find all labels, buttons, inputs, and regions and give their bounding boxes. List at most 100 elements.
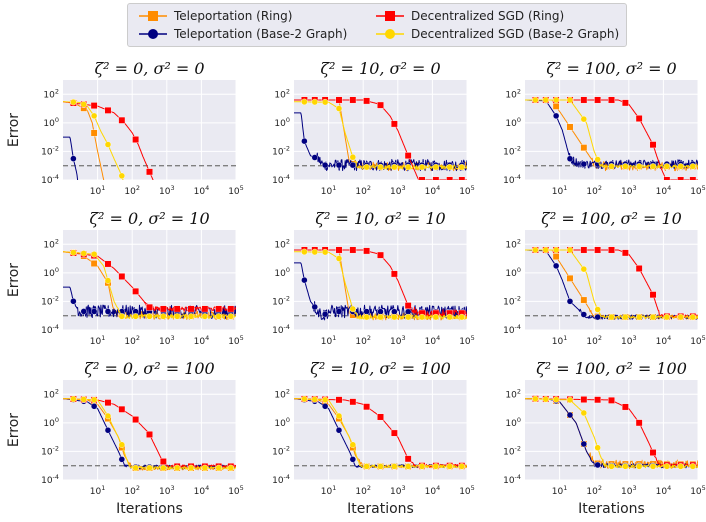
- series-decentralized-sgd-base-2-graph--marker: [90, 396, 98, 404]
- series-decentralized-sgd-base-2-graph--marker: [90, 112, 98, 120]
- x-tick-label: 101: [552, 184, 568, 197]
- series-decentralized-sgd-ring--marker: [377, 251, 384, 259]
- x-tick-label: 102: [124, 184, 140, 197]
- panel-2: 101 102 103 104 105 10-4 10-2 100 102 ζ² = 10, σ²…: [272, 59, 475, 197]
- series-decentralized-sgd-base-2-graph--marker: [160, 464, 167, 472]
- x-tick-label: 103: [390, 334, 406, 347]
- series-decentralized-sgd-base-2-graph--marker: [201, 464, 209, 472]
- series-decentralized-sgd-base-2-graph--marker: [663, 163, 671, 170]
- series-decentralized-sgd-ring--marker: [689, 176, 697, 180]
- series-decentralized-sgd-ring--marker: [446, 176, 454, 180]
- series-decentralized-sgd-base-2-graph--marker: [335, 255, 343, 262]
- series-teleportation-base-2-graph--marker: [301, 276, 308, 284]
- x-tick-label: 103: [621, 334, 637, 347]
- x-tick-label: 105: [690, 334, 706, 347]
- series-decentralized-sgd-ring--marker: [132, 136, 140, 143]
- series-decentralized-sgd-base-2-graph--marker: [689, 463, 697, 470]
- series-decentralized-sgd-ring--marker: [418, 176, 426, 180]
- series-decentralized-sgd-base-2-graph--marker: [458, 313, 466, 321]
- series-teleportation-base-2-graph--marker: [552, 262, 560, 270]
- panel-title: ζ² = 100, σ² = 100: [536, 359, 687, 378]
- x-tick-label: 104: [425, 184, 441, 197]
- x-tick-label: 101: [90, 184, 106, 197]
- series-decentralized-sgd-base-2-graph--marker: [418, 163, 426, 171]
- y-tick-label: 102: [505, 237, 521, 250]
- series-decentralized-sgd-base-2-graph--marker: [580, 265, 588, 273]
- series-decentralized-sgd-ring--marker: [118, 116, 126, 124]
- series-decentralized-sgd-ring--marker: [349, 96, 357, 104]
- y-tick-label: 10-4: [272, 473, 290, 486]
- series-decentralized-sgd-base-2-graph--marker: [532, 395, 539, 403]
- series-decentralized-sgd-ring--marker: [594, 396, 602, 404]
- series-teleportation-base-2-graph--marker: [404, 308, 412, 315]
- legend: Teleportation (Ring) Teleportation (Base…: [127, 3, 627, 47]
- series-decentralized-sgd-base-2-graph--marker: [132, 313, 139, 320]
- x-tick-label: 104: [656, 334, 672, 347]
- series-teleportation-base-2-graph--marker: [349, 456, 357, 463]
- series-decentralized-sgd-base-2-graph--marker: [70, 98, 77, 106]
- y-tick-label: 10-4: [272, 173, 290, 186]
- series-teleportation-base-2-graph--marker: [580, 311, 588, 318]
- series-decentralized-sgd-base-2-graph--marker: [363, 463, 370, 470]
- y-tick-label: 10-4: [503, 173, 521, 186]
- x-tick-label: 103: [621, 184, 637, 197]
- series-decentralized-sgd-ring--marker: [580, 96, 588, 104]
- x-tick-label: 105: [459, 334, 475, 347]
- series-teleportation-ring--marker: [580, 144, 588, 152]
- series-decentralized-sgd-base-2-graph--marker: [542, 396, 549, 403]
- x-tick-label: 104: [194, 334, 210, 347]
- series-decentralized-sgd-base-2-graph--marker: [404, 163, 412, 171]
- x-tick-label: 103: [159, 334, 175, 347]
- y-tick-label: 100: [274, 116, 290, 129]
- y-tick-label: 102: [43, 87, 59, 100]
- series-decentralized-sgd-base-2-graph--marker: [649, 313, 657, 321]
- series-decentralized-sgd-base-2-graph--marker: [594, 156, 601, 163]
- series-decentralized-sgd-base-2-graph--marker: [215, 313, 222, 320]
- y-tick-label: 102: [43, 237, 59, 250]
- series-decentralized-sgd-base-2-graph--marker: [542, 96, 549, 104]
- series-decentralized-sgd-ring--marker: [404, 152, 412, 160]
- x-tick-label: 104: [425, 334, 441, 347]
- x-tick-label: 103: [390, 184, 406, 197]
- series-decentralized-sgd-ring--marker: [349, 398, 357, 406]
- series-decentralized-sgd-base-2-graph--marker: [349, 305, 357, 313]
- series-decentralized-sgd-ring--marker: [377, 101, 384, 109]
- x-tick-label: 103: [390, 484, 406, 497]
- series-decentralized-sgd-base-2-graph--marker: [70, 395, 77, 403]
- series-teleportation-ring--line: [63, 101, 105, 180]
- series-decentralized-sgd-ring--marker: [173, 305, 181, 313]
- panel-title: ζ² = 10, σ² = 0: [320, 59, 440, 78]
- series-decentralized-sgd-ring--marker: [118, 273, 126, 280]
- panel-1: 101 102 103 104 105 10-4 10-2 100 102 ζ² = 0, σ² …: [6, 59, 244, 197]
- series-decentralized-sgd-base-2-graph--marker: [532, 96, 539, 104]
- series-decentralized-sgd-base-2-graph--marker: [458, 463, 466, 470]
- series-decentralized-sgd-ring--marker: [390, 120, 398, 128]
- x-tick-label: 101: [552, 334, 568, 347]
- series-decentralized-sgd-ring--marker: [432, 176, 440, 180]
- series-decentralized-sgd-base-2-graph--marker: [446, 463, 453, 470]
- x-tick-label: 101: [90, 334, 106, 347]
- series-decentralized-sgd-ring--marker: [677, 176, 685, 180]
- panel-7: 101 102 103 104 105 10-4 10-2 100 102 ζ² = 0, σ² …: [6, 359, 244, 517]
- y-axis-label: Error: [6, 413, 22, 447]
- y-tick-label: 100: [43, 116, 59, 129]
- series-teleportation-ring--marker: [580, 296, 588, 304]
- series-decentralized-sgd-base-2-graph--marker: [118, 172, 126, 180]
- series-decentralized-sgd-base-2-graph--marker: [446, 313, 453, 321]
- series-teleportation-ring--marker: [90, 260, 98, 267]
- series-decentralized-sgd-base-2-graph--marker: [552, 246, 560, 254]
- series-decentralized-sgd-base-2-graph--marker: [458, 163, 466, 171]
- series-decentralized-sgd-ring--marker: [608, 396, 615, 404]
- y-tick-label: 100: [274, 266, 290, 279]
- series-decentralized-sgd-base-2-graph--marker: [608, 163, 615, 170]
- x-tick-label: 102: [355, 484, 371, 497]
- series-decentralized-sgd-ring--marker: [146, 431, 153, 438]
- series-decentralized-sgd-base-2-graph--marker: [689, 313, 697, 321]
- series-teleportation-base-2-graph--marker: [566, 411, 574, 419]
- x-axis-label: Iterations: [347, 501, 414, 517]
- x-tick-label: 102: [355, 184, 371, 197]
- series-teleportation-ring--marker: [90, 129, 98, 137]
- series-decentralized-sgd-base-2-graph--marker: [432, 163, 440, 171]
- x-tick-label: 103: [159, 184, 175, 197]
- y-tick-label: 10-2: [272, 294, 290, 307]
